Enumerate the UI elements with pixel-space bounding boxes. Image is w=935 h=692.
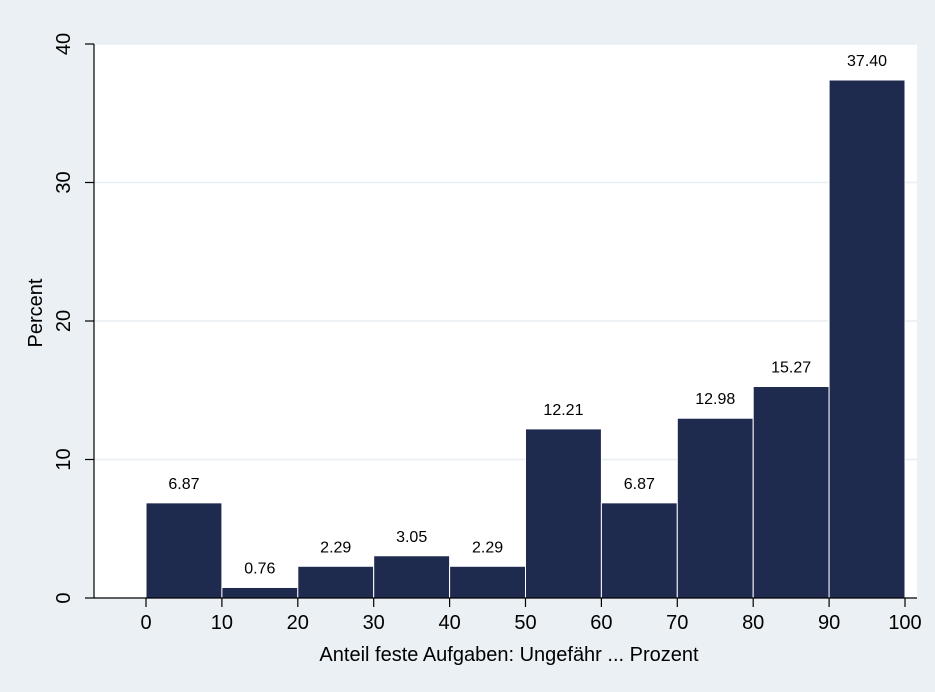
y-tick-label-20: 20 [53,310,75,332]
bar-4 [449,565,527,599]
bar-1 [221,586,299,599]
bar-7 [676,417,754,599]
y-tick-label-10: 10 [53,448,75,470]
bar-6 [600,502,678,599]
bar-label-3: 3.05 [396,529,427,546]
y-axis-ticks: 0 10 20 30 40 [53,33,94,604]
x-tick-label-80: 80 [742,612,764,634]
bar-3 [373,555,451,599]
bar-label-0: 6.87 [168,476,199,493]
bar-9 [828,79,906,599]
bar-5 [525,428,602,599]
bar-label-6: 6.87 [624,476,655,493]
y-tick-label-30: 30 [53,171,75,193]
x-tick-label-90: 90 [818,612,840,634]
bar-0 [145,502,223,599]
bar-label-9: 37.40 [847,53,887,70]
bar-label-7: 12.98 [695,391,735,408]
bar-label-4: 2.29 [472,539,503,556]
x-tick-label-40: 40 [438,612,460,634]
x-tick-label-70: 70 [666,612,688,634]
bar-label-8: 15.27 [771,360,811,377]
y-tick-label-0: 0 [53,592,75,603]
bar-label-1: 0.76 [244,560,275,577]
y-axis-label: Percent [25,278,47,347]
x-tick-label-20: 20 [287,612,309,634]
x-axis-ticks: 0 10 20 30 40 50 60 70 80 90 100 [140,598,922,634]
x-axis-label: Anteil feste Aufgaben: Ungefähr ... Proz… [319,644,699,666]
x-tick-label-60: 60 [590,612,612,634]
bar-2 [297,565,375,599]
x-tick-label-10: 10 [211,612,233,634]
x-tick-label-100: 100 [888,612,921,634]
x-tick-label-50: 50 [514,612,536,634]
bars [145,79,906,599]
bar-label-5: 12.21 [543,402,583,419]
bar-labels: 6.87 0.76 2.29 3.05 2.29 12.21 6.87 12.98 15.27 3… [168,53,887,577]
bar-label-2: 2.29 [320,539,351,556]
x-tick-label-30: 30 [363,612,385,634]
x-tick-label-0: 0 [140,612,151,634]
bar-8 [752,386,830,599]
y-tick-label-40: 40 [53,33,75,55]
